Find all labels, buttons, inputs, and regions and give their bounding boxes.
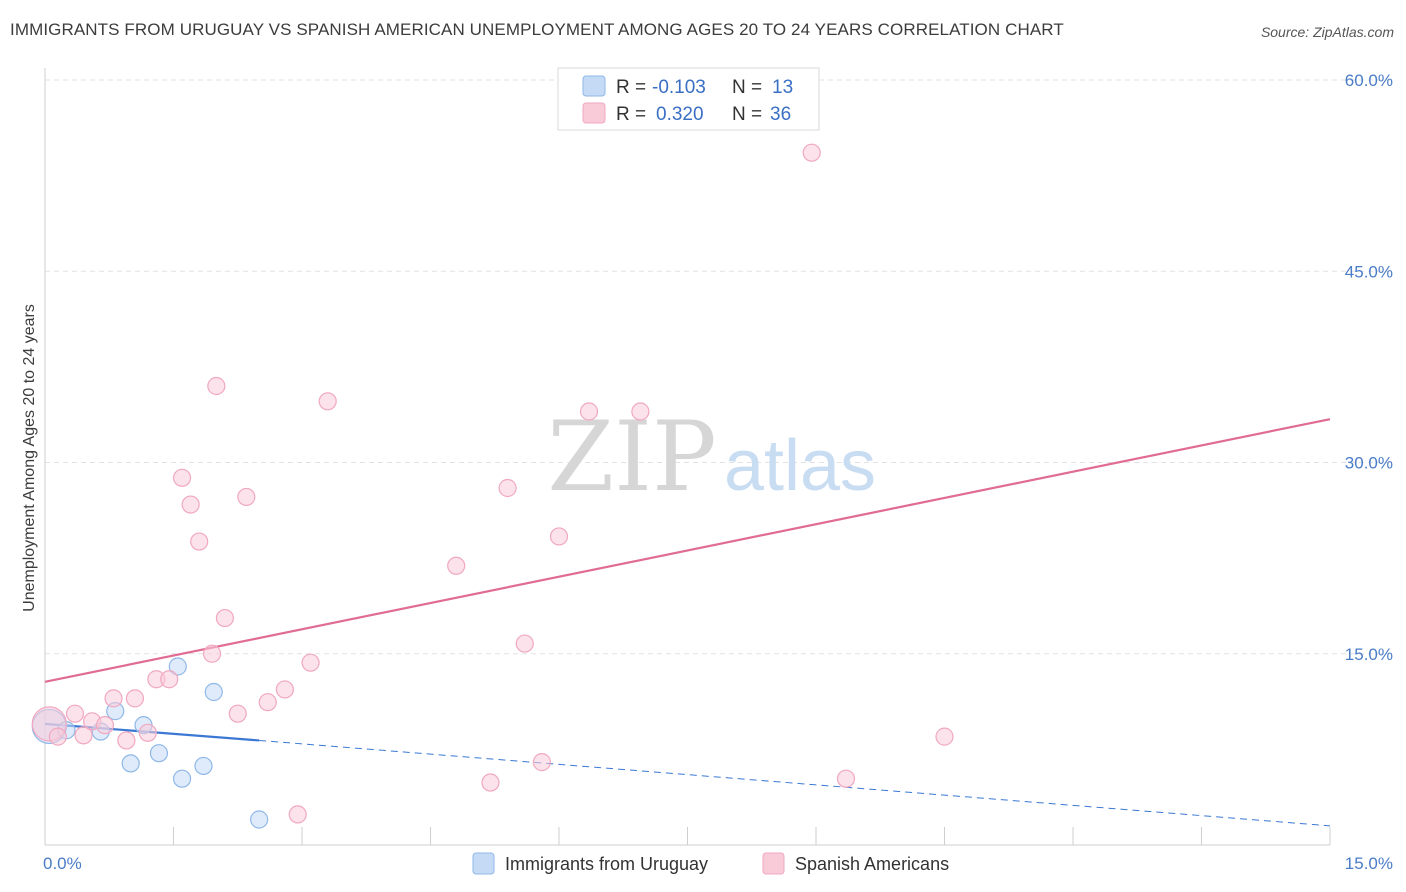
bottom-legend-label-uruguay: Immigrants from Uruguay [505, 854, 708, 874]
y-tick-label-3: 60.0% [1345, 71, 1393, 90]
point-series0-4 [121, 754, 140, 773]
point-series1-33 [802, 143, 821, 162]
data-points [31, 143, 954, 829]
point-series1-14 [190, 532, 209, 551]
point-series1-29 [532, 753, 551, 772]
trend-line-1 [44, 418, 1331, 683]
point-series1-20 [258, 693, 277, 712]
watermark-zip: ZIP [547, 401, 716, 513]
legend-n-label-spanish: N = [732, 104, 762, 125]
point-series1-15 [202, 644, 222, 663]
point-series0-11 [250, 810, 269, 829]
y-tick-label-0: 15.0% [1345, 645, 1393, 664]
point-series0-10 [204, 682, 223, 702]
point-series1-32 [631, 402, 650, 421]
legend-r-label-spanish: R = [616, 104, 646, 125]
point-series1-13 [181, 495, 200, 514]
chart-title: IMMIGRANTS FROM URUGUAY VS SPANISH AMERI… [10, 20, 1064, 39]
point-series1-8 [125, 689, 145, 708]
grid-lines [45, 79, 1392, 655]
point-series1-34 [836, 769, 856, 788]
watermark-atlas: atlas [724, 426, 876, 506]
legend-swatch-spanish [582, 102, 606, 124]
point-series0-7 [168, 657, 187, 676]
point-series1-25 [447, 556, 466, 575]
point-series1-2 [65, 704, 85, 723]
point-series0-6 [149, 744, 169, 763]
chart-source: Source: ZipAtlas.com [1260, 24, 1394, 40]
point-series1-35 [935, 727, 954, 746]
x-tick-label-1: 15.0% [1345, 854, 1393, 873]
legend-n-value-spanish: 36 [770, 104, 791, 125]
point-series1-31 [579, 402, 599, 421]
legend-r-value-uruguay: -0.103 [652, 77, 706, 98]
y-tick-label-2: 45.0% [1345, 262, 1393, 281]
legend-swatch-uruguay [582, 75, 606, 97]
point-series1-6 [104, 689, 123, 708]
point-series1-27 [498, 478, 517, 498]
y-tick-labels: 15.0% 30.0% 45.0% 60.0% [1345, 71, 1393, 664]
point-series1-23 [301, 653, 320, 672]
x-tick-labels: 0.0% 15.0% [43, 854, 1393, 873]
legend-r-value-spanish: 0.320 [656, 104, 704, 125]
point-series1-5 [95, 716, 115, 735]
point-series1-21 [275, 680, 294, 699]
watermark: ZIP atlas [547, 401, 876, 513]
point-series1-9 [138, 723, 157, 742]
point-series1-11 [160, 670, 179, 689]
x-tick-label-0: 0.0% [43, 854, 82, 873]
bottom-legend-swatch-uruguay [472, 852, 495, 875]
point-series1-17 [215, 608, 234, 628]
point-series1-7 [117, 731, 136, 750]
point-series1-18 [228, 704, 247, 723]
legend-n-label-uruguay: N = [732, 77, 762, 98]
point-series0-9 [194, 756, 213, 776]
point-series1-12 [172, 468, 192, 487]
point-series1-16 [207, 376, 226, 396]
bottom-legend-swatch-spanish [762, 852, 785, 875]
point-series0-8 [172, 769, 192, 788]
point-series1-30 [549, 527, 569, 546]
point-series1-19 [237, 487, 256, 507]
bottom-legend-label-spanish: Spanish Americans [795, 854, 949, 874]
legend-n-value-uruguay: 13 [772, 77, 793, 98]
point-series1-1 [48, 727, 67, 746]
point-series1-3 [74, 726, 93, 745]
bottom-legend: Immigrants from Uruguay Spanish American… [472, 852, 949, 875]
point-series1-28 [515, 634, 534, 653]
y-axis-title: Unemployment Among Ages 20 to 24 years [21, 304, 38, 612]
legend-r-label-uruguay: R = [616, 77, 646, 98]
point-series1-24 [318, 392, 337, 411]
legend: R = -0.103 N = 13 R = 0.320 N = 36 [557, 67, 820, 131]
trend-line-extension-0 [259, 739, 1331, 827]
point-series1-22 [288, 805, 307, 824]
y-tick-label-1: 30.0% [1345, 454, 1393, 473]
point-series1-26 [481, 773, 500, 792]
